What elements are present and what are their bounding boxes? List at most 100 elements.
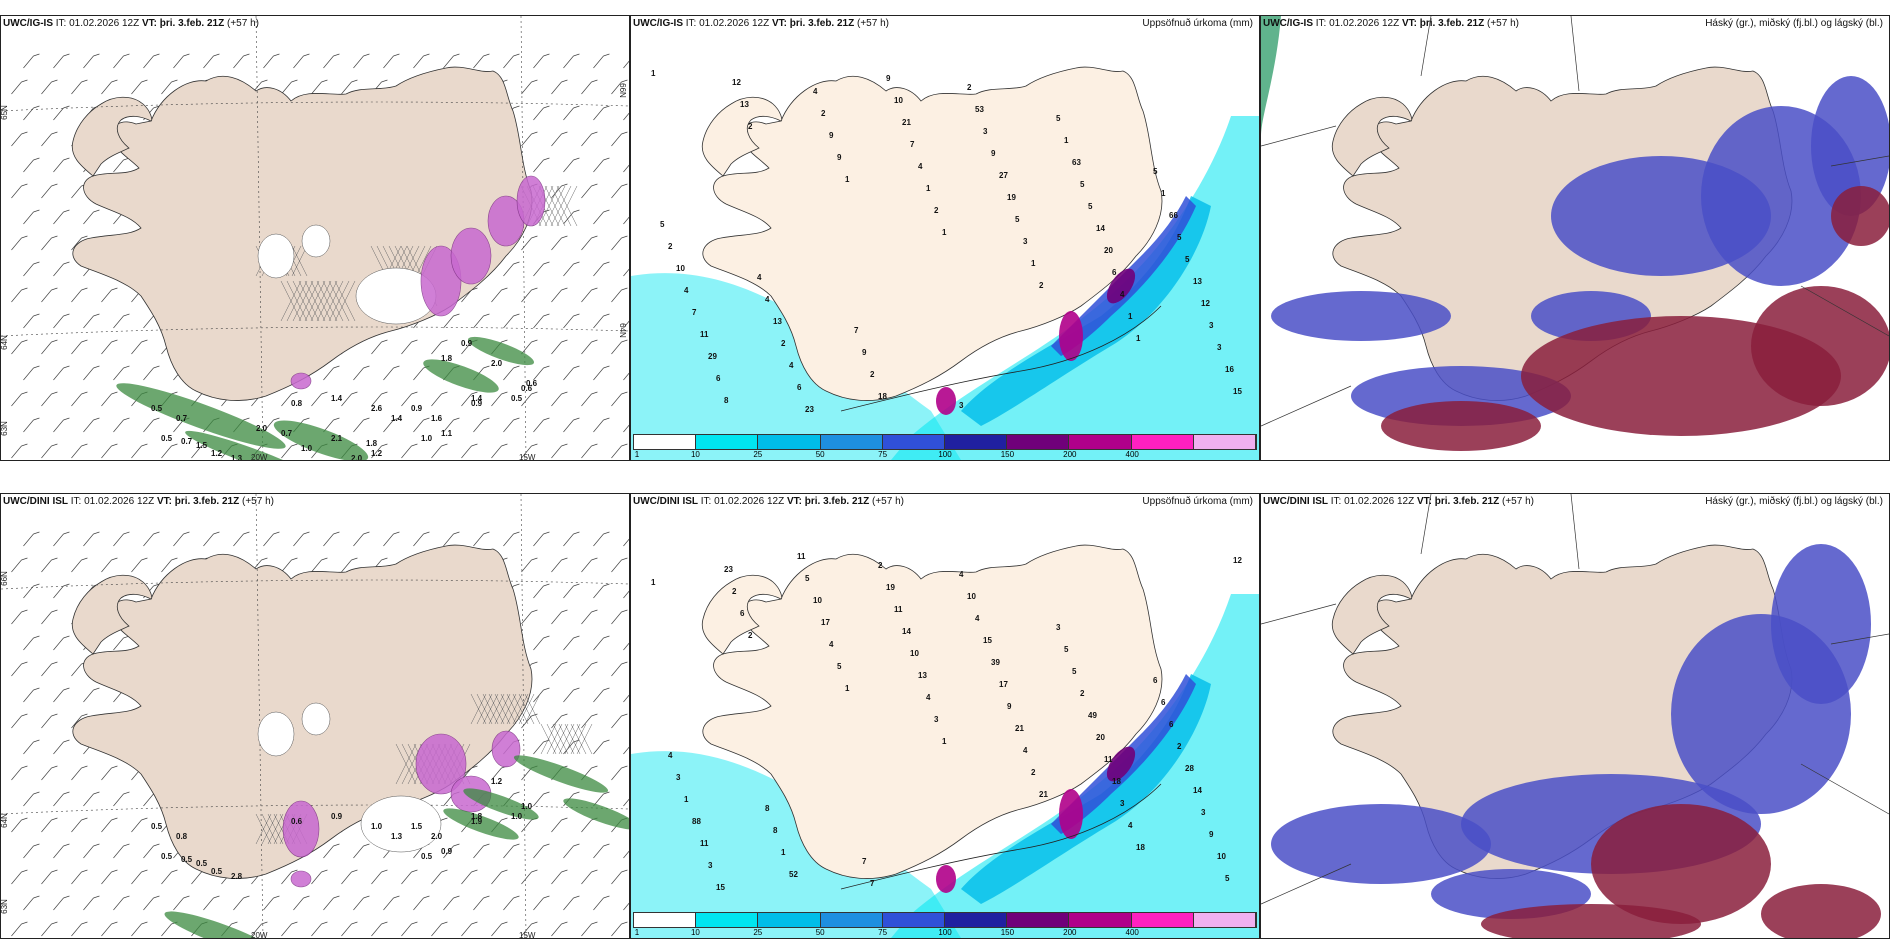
wind-barb [521,339,538,355]
wind-barb [263,895,280,911]
wind-barb [533,583,550,599]
precip-value: 1 [1161,189,1166,198]
precip-value: 5 [805,574,810,583]
wind-barb [23,53,40,69]
lat-label-right-66n: 66N [617,83,627,98]
precip-value: 5 [1072,667,1077,676]
wind-barb [521,609,538,625]
colorbar-tick-label: 400 [1125,450,1139,459]
precip-value: 7 [862,857,867,866]
wind-barb [131,869,148,885]
wind-value: 2.0 [491,359,503,368]
precip-value: 4 [918,162,923,171]
wind-barb [431,391,448,407]
wind-barb [143,53,160,69]
precip-value: 1 [651,69,656,78]
wind-value: 0.9 [331,812,343,821]
wind-barb [53,157,70,173]
wind-barb [593,105,610,121]
precip-value: 9 [1209,830,1214,839]
precip-value: 5 [1056,114,1061,123]
wind-value: 1.0 [521,802,533,811]
wind-value: 0.5 [151,822,163,831]
panel-header: UWC/IG-IS IT: 01.02.2026 12Z VT: þri. 3.… [633,18,889,29]
wind-barb [611,183,628,199]
precip-value: 3 [1209,321,1214,330]
wind-barb [551,131,568,147]
precip-value: 2 [1031,768,1036,777]
wind-value: 1.8 [366,439,378,448]
wind-barb [263,417,280,433]
wind-barb [521,869,538,885]
wind-barb [521,443,538,459]
wind-barb [503,53,520,69]
wind-barb [41,921,58,937]
wind-barb [323,417,340,433]
precip-value: 12 [732,78,741,87]
precip-value: 1 [684,795,689,804]
wind-speed-streak [563,798,629,830]
wind-barb [53,635,70,651]
wind-barb [41,235,58,251]
wind-barb [41,183,58,199]
wind-barb [533,635,550,651]
precip-value: 8 [765,804,770,813]
wind-barb [431,339,448,355]
lat-label-64n: 64N [0,335,9,350]
colorbar-swatch [696,435,759,449]
wind-barb [521,131,538,147]
wind-barb [623,216,629,225]
wind-barb [491,443,508,459]
precip-value: 3 [959,401,964,410]
mid-cloud-area [1271,804,1491,884]
precip-value: 14 [1096,224,1105,233]
panel-title: Háský (gr.), miðský (fj.bl.) og lágský (… [1705,18,1883,29]
precip-value: 6 [1169,720,1174,729]
wind-barb [503,531,520,547]
precip-value: 23 [805,405,814,414]
wind-barb [581,661,598,677]
wind-barb [551,869,568,885]
wind-barb [101,765,118,781]
precip-blob [290,870,312,888]
precip-blob [282,800,320,858]
wind-barb [71,713,88,729]
precip-value: 10 [967,592,976,601]
hatch-line [261,813,278,845]
hatch-line [470,693,487,725]
precip-value: 7 [910,140,915,149]
wind-barb [461,391,478,407]
precip-value: 5 [1185,255,1190,264]
colorbar-tick-label: 10 [690,450,700,459]
wind-barb [143,531,160,547]
precip-field-light [891,594,1259,938]
wind-barb [41,609,58,625]
wind-barb [131,921,148,937]
wind-barb [593,209,610,225]
wind-barb [521,287,538,303]
wind-barb [551,609,568,625]
wind-barb [533,157,550,173]
precip-value: 10 [1217,852,1226,861]
wind-barb [473,313,490,329]
wind-barb [71,79,88,95]
wind-barb [503,313,520,329]
wind-barb [41,339,58,355]
wind-value: 0.6 [526,379,538,388]
precip-colorbar [633,434,1257,450]
colorbar-tick-label: 100 [938,450,952,459]
wind-barb [431,921,448,937]
precip-blob [450,227,492,285]
wind-barb [83,687,100,703]
colorbar-tick-label: 100 [938,928,952,937]
precip-value: 4 [1128,821,1133,830]
wind-barb [71,391,88,407]
precip-value: 8 [773,826,778,835]
wind-value: 1.9 [471,817,483,826]
wind-barb [401,869,418,885]
wind-barb [551,817,568,833]
wind-barb [71,921,88,937]
grid-line [1830,633,1889,645]
wind-barb [113,53,130,69]
westfjords-outline [1331,96,1413,177]
